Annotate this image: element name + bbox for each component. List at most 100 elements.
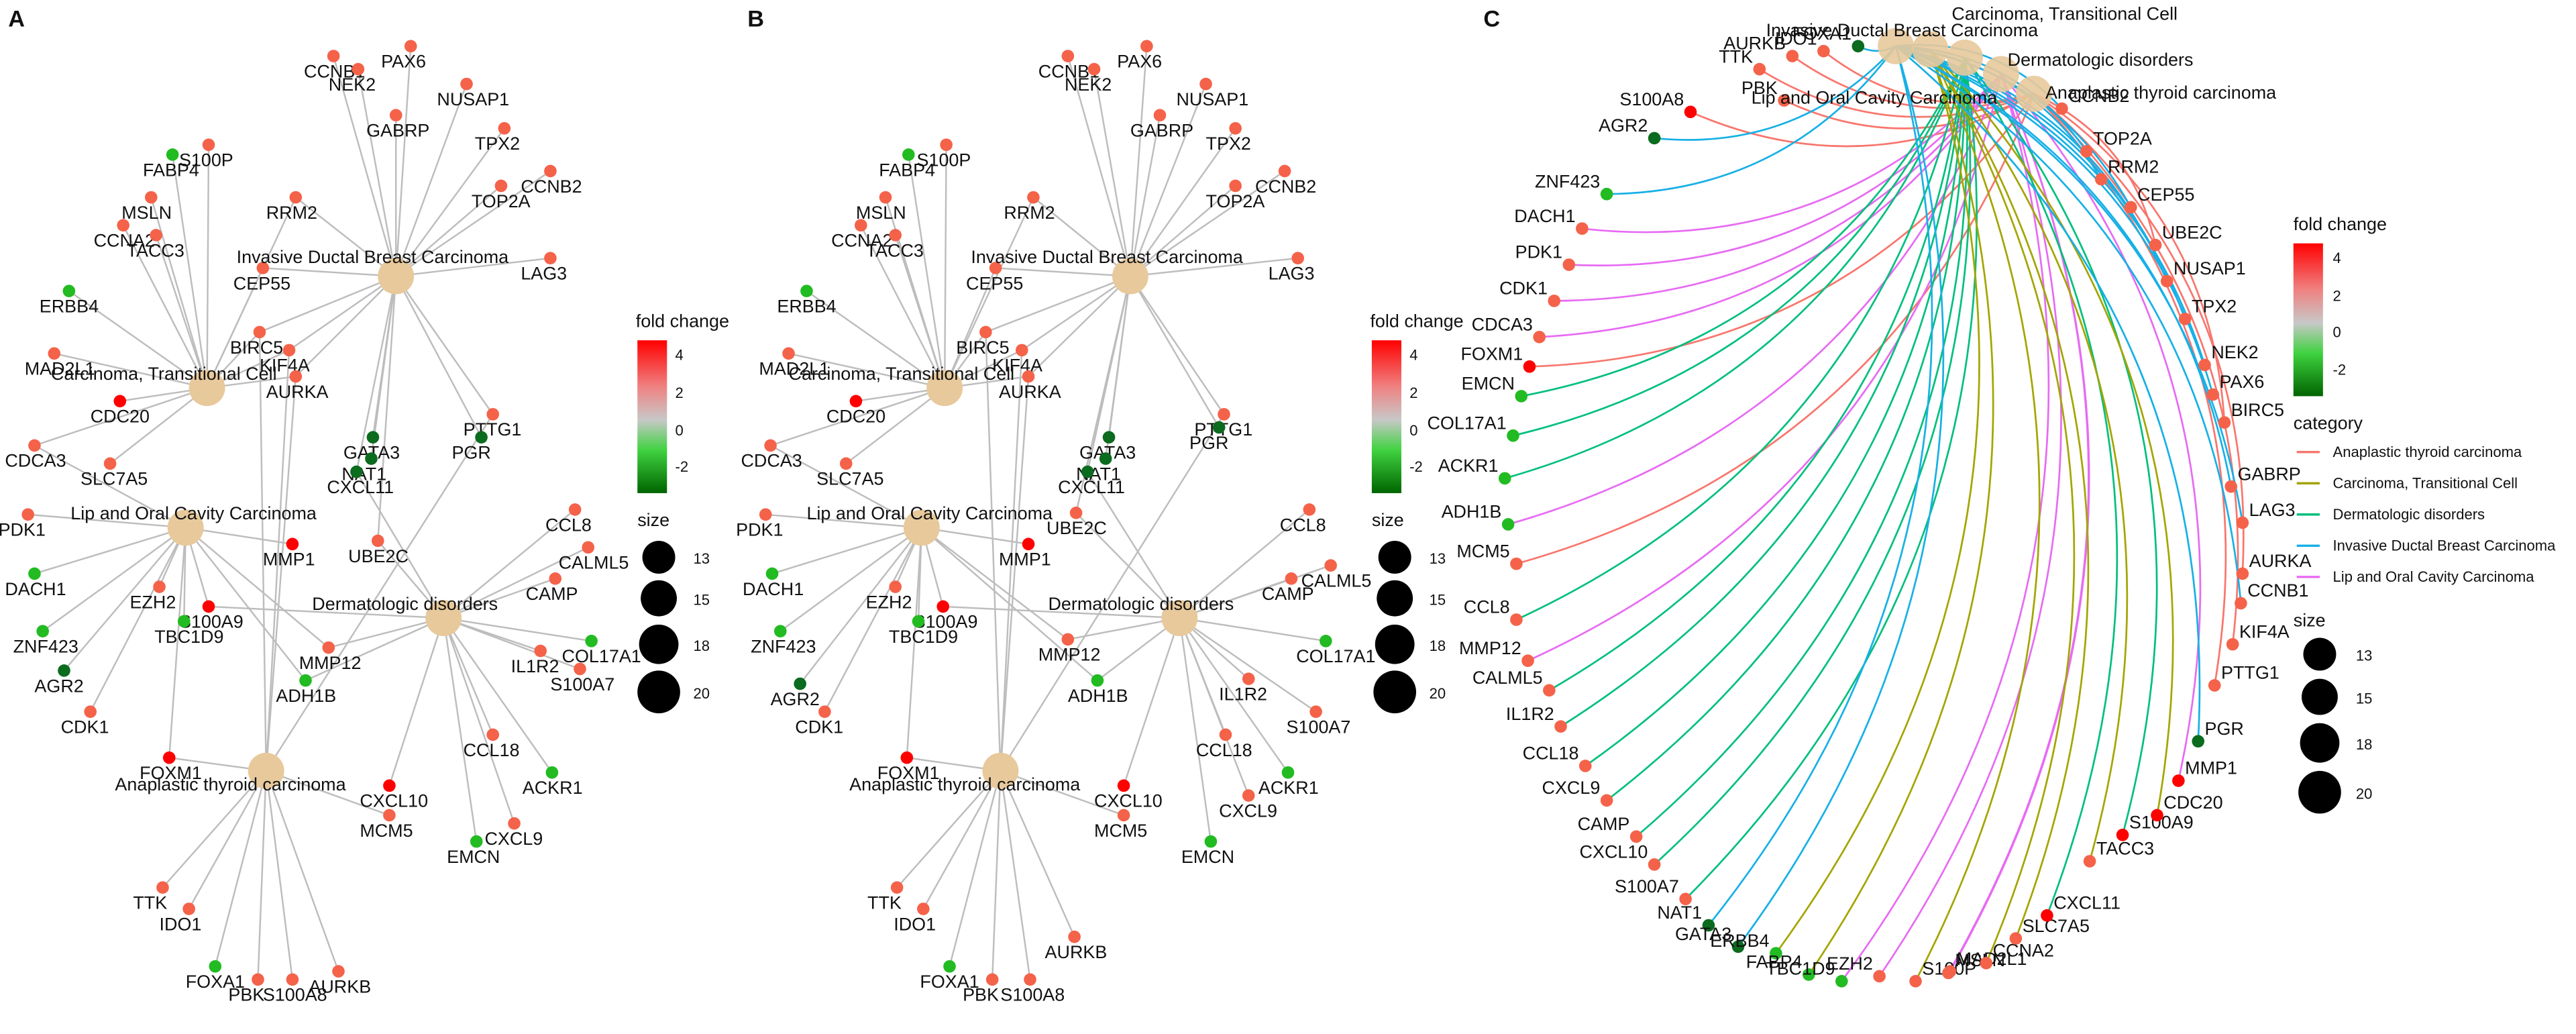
panel-letter-b: B <box>747 6 764 32</box>
panelB-gene-label-aurka: AURKA <box>999 382 1061 402</box>
panelB-edge-s100p-carcinoma-transitional-cell <box>943 144 947 389</box>
panelB-edge-foxa1-anaplastic-thyroid-carcinoma <box>949 770 1002 967</box>
panelC-gene-label-s100a7: S100A7 <box>1615 876 1679 896</box>
panel-c-category-label-dermatologic-disorders: Dermatologic disorders <box>2333 506 2485 523</box>
panelC-edge-tacc3 <box>1929 48 2129 862</box>
panel-a-size-dot-20 <box>637 670 680 714</box>
panelC-gene-node-nusap1 <box>2160 274 2174 288</box>
panelA-edge-s100a8-anaplastic-thyroid-carcinoma <box>265 770 294 980</box>
panelC-gene-label-cdc20: CDC20 <box>2163 792 2222 813</box>
panelB-gene-node-col17a1 <box>1320 635 1332 648</box>
panel-b-fold-change-colorbar <box>1371 340 1401 493</box>
panelA-gene-node-mmp12 <box>322 641 335 654</box>
panelB-gene-label-nusap1: NUSAP1 <box>1176 89 1248 109</box>
panelC-gene-label-ido1: IDO1 <box>1775 28 1817 48</box>
panel-a-edges <box>28 46 592 980</box>
panelB-gene-label-cdca3: CDCA3 <box>741 451 802 471</box>
panelB-edge-ccnb1-invasive-ductal-breast-carcinoma <box>1067 56 1132 277</box>
panelC-gene-node-dach1 <box>1576 222 1589 235</box>
panelB-gene-label-cep55: CEP55 <box>966 273 1023 293</box>
panelC-gene-label-fabp4: FABP4 <box>1746 952 1803 972</box>
panelB-gene-node-tacc3 <box>889 229 902 242</box>
panelA-edge-cdk1-lip-and-oral-cavity-carcinoma <box>89 527 186 713</box>
panelB-gene-node-s100a7 <box>1309 705 1322 718</box>
panel-a-size-label-15: 15 <box>693 591 710 608</box>
panelA-gene-node-ube2c <box>371 534 384 548</box>
panelC-gene-node-ackr1 <box>1498 472 1511 485</box>
panelA-gene-label-cxcl9: CXCL9 <box>484 829 543 849</box>
panelA-edge-ttk-anaplastic-thyroid-carcinoma <box>162 770 267 888</box>
panelA-edge-znf423-lip-and-oral-cavity-carcinoma <box>42 527 186 632</box>
panel-a-legend: fold change 4 2 0 -2 size 13 15 18 20 <box>636 311 729 714</box>
panelA-gene-node-erbb4 <box>62 285 76 298</box>
panel-c-fold-change-colorbar <box>2293 243 2323 397</box>
panelA-edge-cdca3-lip-and-oral-cavity-carcinoma <box>34 444 186 529</box>
panelC-edge-birc5 <box>2033 93 2226 423</box>
panelB-gene-label-nek2: NEK2 <box>1065 74 1112 95</box>
panelC-gene-node-pgr <box>2192 735 2205 748</box>
panelC-gene-node-s100a7 <box>1679 892 1692 906</box>
panelB-gene-label-ccna2: CCNA2 <box>831 231 892 251</box>
panelC-gene-label-pttg1: PTTG1 <box>2221 663 2279 683</box>
panelC-gene-label-mcm5: MCM5 <box>1456 541 1509 561</box>
panelA-edge-pttg1-anaplastic-thyroid-carcinoma <box>265 413 494 772</box>
panelC-gene-node-aurka <box>2236 567 2249 580</box>
panelA-gene-node-cxcl9 <box>508 817 521 830</box>
panelB-edge-ccnb2-invasive-ductal-breast-carcinoma <box>1130 170 1285 277</box>
panelB-gene-node-tpx2 <box>1229 121 1242 135</box>
panelA-edge-s100a7-dermatologic-disorders <box>443 617 580 670</box>
panelB-edge-ackr1-dermatologic-disorders <box>1179 617 1289 773</box>
panelC-gene-label-cxcl10: CXCL10 <box>1580 842 1648 862</box>
panelC-edge-agr2 <box>1654 45 1897 141</box>
panel-c-legend: fold change 4 2 0 -2 category Anaplastic… <box>2293 214 2556 814</box>
panel-a-fold-change-title: fold change <box>636 311 729 331</box>
panelA-gene-node-nusap1 <box>460 77 473 91</box>
panelC-hub-label-invasive-ductal-breast-carcinoma: Invasive Ductal Breast Carcinoma <box>1766 20 2039 40</box>
panelA-gene-label-ido1: IDO1 <box>160 914 202 934</box>
panel-b-fc-tick-0: 0 <box>1409 422 1417 439</box>
panelB-gene-node-s100a8 <box>1024 973 1036 986</box>
panelB-gene-node-s100a9 <box>936 600 950 613</box>
panelC-gene-node-aurkb <box>1786 50 1799 62</box>
panelA-gene-node-ezh2 <box>153 580 166 593</box>
panelA-edge-col17a1-dermatologic-disorders <box>443 617 592 642</box>
panelB-edge-ccna2-carcinoma-transitional-cell <box>860 225 946 389</box>
panelA-edge-cxcl9-dermatologic-disorders <box>443 617 515 824</box>
panelA-gene-node-mad2l1 <box>48 347 61 360</box>
panelB-gene-node-lag3 <box>1291 252 1304 265</box>
panel-c-fc-tick-neg2: -2 <box>2333 362 2347 378</box>
panelB-edge-dach1-lip-and-oral-cavity-carcinoma <box>771 527 922 575</box>
panelC-gene-label-cxcl11: CXCL11 <box>2053 893 2121 913</box>
panelC-gene-label-adh1b: ADH1B <box>1442 502 1502 522</box>
panelA-edge-adh1b-lip-and-oral-cavity-carcinoma <box>184 527 307 681</box>
panelC-hub-dermatologic-disorders <box>1947 40 1983 76</box>
panelA-gene-node-znf423 <box>36 625 49 637</box>
panelB-gene-label-cdk1: CDK1 <box>795 717 843 737</box>
panelB-gene-node-cxcl9 <box>1242 789 1255 802</box>
panelC-edge-adh1b <box>1507 73 2002 525</box>
panelA-gene-label-erbb4: ERBB4 <box>40 297 99 317</box>
panelB-disease-label-invasive-ductal-breast-carcinoma: Invasive Ductal Breast Carcinoma <box>971 247 1243 267</box>
panel-a-size-label-13: 13 <box>693 550 710 567</box>
panelB-gene-label-msln: MSLN <box>856 203 906 223</box>
panelC-gene-label-erbb4: ERBB4 <box>1710 931 1769 951</box>
panelB-gene-node-nat1 <box>1099 452 1112 465</box>
panelA-gene-node-nat1 <box>365 452 378 465</box>
panelB-gene-node-foxm1 <box>900 751 914 764</box>
panelB-gene-label-ackr1: ACKR1 <box>1258 778 1319 798</box>
panelC-edge-ccna2 <box>1929 49 2076 964</box>
panelB-gene-label-cxcl11: CXCL11 <box>1058 477 1125 497</box>
panelC-gene-label-ezh2: EZH2 <box>1827 953 1873 974</box>
panelC-gene-label-mmp1: MMP1 <box>2185 758 2237 778</box>
panelC-gene-label-calml5: CALML5 <box>1472 668 1543 688</box>
panelB-edge-cep55-carcinoma-transitional-cell <box>944 267 997 389</box>
panelA-gene-node-tbc1d9 <box>177 615 191 628</box>
panelB-gene-label-znf423: ZNF423 <box>751 636 816 656</box>
panelC-edge-mad2l1 <box>1949 73 2090 972</box>
panelC-gene-node-mmp12 <box>1521 654 1534 668</box>
panelA-gene-node-ccl18 <box>486 728 500 741</box>
panelA-disease-label-invasive-ductal-breast-carcinoma: Invasive Ductal Breast Carcinoma <box>237 247 509 267</box>
panelA-edge-birc5-anaplastic-thyroid-carcinoma <box>258 331 267 771</box>
